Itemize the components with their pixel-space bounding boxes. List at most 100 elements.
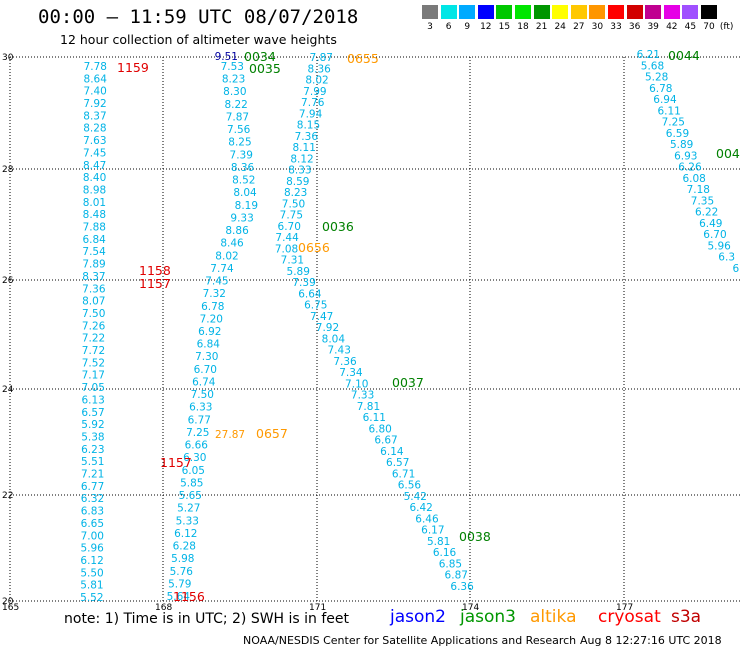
swh-value: 7.35 <box>691 195 714 207</box>
swh-value: 8.86 <box>225 225 249 237</box>
legend-swatch <box>701 5 717 19</box>
swh-value: 6.59 <box>666 128 689 140</box>
swh-value: 8.11 <box>293 142 316 154</box>
swh-value: 7.34 <box>339 367 363 379</box>
swh-value: 6.11 <box>363 412 386 424</box>
map-subtitle: 12 hour collection of altimeter wave hei… <box>60 32 337 47</box>
legend-label: 45 <box>684 22 697 32</box>
swh-value: 7.88 <box>83 222 106 234</box>
swh-value: 7.20 <box>200 313 223 325</box>
swh-value: 7.94 <box>299 108 323 120</box>
swh-value: 6.32 <box>81 493 104 505</box>
swh-value: 6.12 <box>80 555 103 567</box>
swh-value: 6.11 <box>657 105 680 117</box>
satellite-label-jason3: jason3 <box>460 607 516 627</box>
swh-value: 5.96 <box>707 240 731 252</box>
swh-value: 5.89 <box>287 266 310 278</box>
swh-value: 8.15 <box>297 120 320 132</box>
swh-value: 6.22 <box>695 207 718 219</box>
swh-value: 6.66 <box>185 440 209 452</box>
swh-value: 7.05 <box>82 382 105 394</box>
legend-swatch <box>552 5 569 19</box>
note-text: note: 1) Time is in UTC; 2) SWH is in fe… <box>64 611 350 627</box>
swh-value: 5.65 <box>179 490 202 502</box>
time-label: 1157 <box>139 276 171 291</box>
swh-value: 7.52 <box>82 357 105 369</box>
swh-value: 6.13 <box>81 394 104 406</box>
lon-label: 177 <box>616 603 633 613</box>
swh-value: 6.17 <box>421 525 444 537</box>
lat-label: 20 <box>2 597 14 607</box>
swh-value: 7.87 <box>310 52 333 64</box>
swh-value: 8.01 <box>83 197 106 209</box>
time-label: 0044 <box>668 48 700 63</box>
satellite-label-altika: altika <box>530 607 577 627</box>
swh-value: 5.50 <box>80 567 103 579</box>
legend-label: 33 <box>610 22 622 32</box>
swh-value: 5.79 <box>168 578 191 590</box>
swh-value: 7.63 <box>83 135 106 147</box>
swh-value: 8.12 <box>290 153 313 165</box>
swh-value: 6.84 <box>197 339 221 351</box>
swh-value: 7.72 <box>82 345 105 357</box>
satellite-label-jason2: jason2 <box>390 607 446 627</box>
swh-value: 7.87 <box>226 111 249 123</box>
swh-value: 5.85 <box>180 477 203 489</box>
swh-value: 8.37 <box>82 271 105 283</box>
lon-label: 171 <box>309 603 326 613</box>
swh-value: 8.04 <box>322 333 346 345</box>
swh-value: 6.77 <box>188 414 211 426</box>
legend-swatch <box>533 5 550 19</box>
swh-value: 8.19 <box>235 200 258 212</box>
swh-value: 7.44 <box>275 232 299 244</box>
swh-value: 7.17 <box>82 370 105 382</box>
swh-value: 5.96 <box>80 543 104 555</box>
time-label: 0036 <box>322 219 354 234</box>
legend-swatch <box>422 5 438 19</box>
swh-value: 7.50 <box>191 389 214 401</box>
swh-value: 7.10 <box>345 378 368 390</box>
legend-label: 70 <box>703 22 715 32</box>
swh-value: 8.48 <box>83 209 106 221</box>
swh-value: 7.50 <box>82 308 105 320</box>
swh-value: 6.56 <box>398 480 422 492</box>
swh-value: 7.92 <box>83 98 106 110</box>
swh-value: 7.81 <box>357 401 380 413</box>
swh-value: 6 <box>732 263 739 275</box>
swh-value: 7.25 <box>186 427 209 439</box>
swh-value: 6.57 <box>386 457 409 469</box>
legend-label: 24 <box>554 22 566 32</box>
swh-value: 6.85 <box>439 558 462 570</box>
lat-label: 22 <box>2 491 13 501</box>
swh-value: 6.67 <box>374 435 397 447</box>
swh-value: 7.32 <box>203 288 226 300</box>
legend-swatch <box>682 5 699 19</box>
legend-swatch <box>663 5 680 19</box>
legend-swatch <box>515 5 531 19</box>
swh-value: 5.42 <box>404 491 427 503</box>
swh-value: 7.39 <box>292 277 315 289</box>
swh-value: 8.46 <box>220 238 244 250</box>
time-label: 0038 <box>459 529 491 544</box>
swh-value: 8.07 <box>82 296 105 308</box>
swh-value: 6.83 <box>81 506 104 518</box>
lat-label: 24 <box>2 385 14 395</box>
lon-label: 168 <box>155 603 172 613</box>
swh-value: 6.78 <box>201 301 224 313</box>
swh-value: 5.76 <box>170 566 194 578</box>
swh-value: 7.00 <box>81 530 104 542</box>
swh-value: 6.46 <box>415 513 439 525</box>
legend-label: 30 <box>591 22 604 32</box>
time-label: 1158 <box>139 263 171 278</box>
legend-label: 3 <box>427 22 433 32</box>
swh-value: 8.36 <box>307 63 331 75</box>
legend-label: 9 <box>464 22 471 32</box>
swh-value: 6.92 <box>198 326 221 338</box>
swh-value: 7.39 <box>230 149 253 161</box>
swh-value: 6.14 <box>380 446 404 458</box>
swh-value: 8.25 <box>228 137 251 149</box>
swh-value: 5.51 <box>81 456 104 468</box>
credit-text: NOAA/NESDIS Center for Satellite Applica… <box>243 634 577 647</box>
time-label: 0037 <box>392 375 424 390</box>
